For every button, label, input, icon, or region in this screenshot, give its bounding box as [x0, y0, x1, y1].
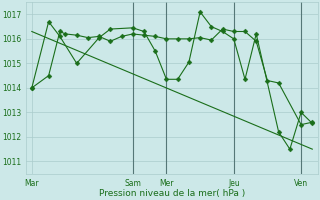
X-axis label: Pression niveau de la mer( hPa ): Pression niveau de la mer( hPa )	[99, 189, 245, 198]
